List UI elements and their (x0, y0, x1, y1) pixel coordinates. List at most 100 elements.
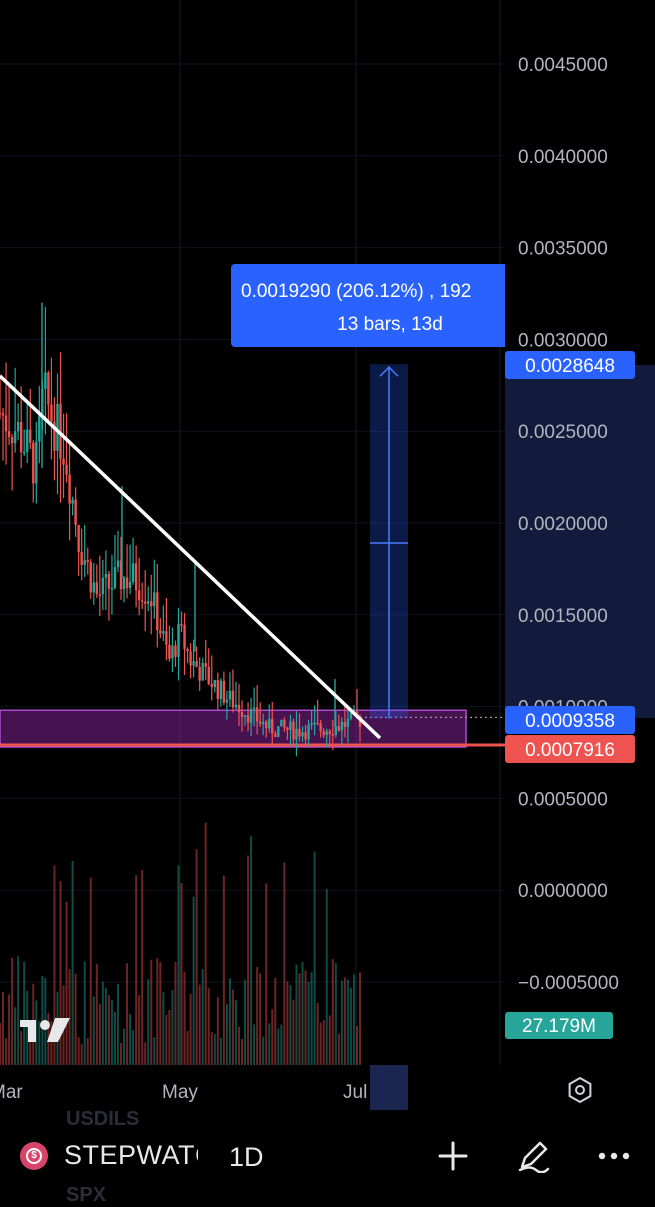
volume-bar (259, 973, 262, 1065)
candle-body (156, 592, 159, 631)
y-tick-label: 0.0000000 (518, 881, 608, 902)
candle-body (47, 372, 50, 405)
candle-body (225, 699, 229, 703)
volume-bar (295, 964, 298, 1065)
volume-bar (201, 969, 204, 1065)
volume-bar (289, 985, 292, 1065)
candle-body (74, 499, 77, 526)
symbol-selector[interactable]: $ STEPWATCH (20, 1140, 198, 1171)
bottom-toolbar (0, 1120, 655, 1200)
volume-bar (307, 981, 310, 1065)
volume-bar (301, 961, 304, 1065)
volume-bar (74, 973, 77, 1065)
volume-bar (68, 969, 71, 1065)
volume-bar (189, 993, 192, 1065)
candle-body (289, 721, 292, 730)
volume-bar (113, 1011, 116, 1065)
y-tick-label: 0.0015000 (518, 606, 608, 627)
volume-bar (98, 1003, 101, 1065)
volume-bar (50, 1020, 53, 1065)
candle-body (171, 645, 174, 659)
candle-body (168, 644, 171, 659)
volume-bar (20, 1031, 23, 1065)
volume-bar (92, 996, 95, 1065)
candle-body (153, 592, 156, 607)
candle-body (62, 458, 65, 465)
candle-body (313, 722, 316, 725)
volume-bar (83, 961, 86, 1065)
candle-body (286, 727, 289, 731)
volume-bar (174, 961, 177, 1065)
volume-bar (186, 1030, 189, 1065)
candle-body (80, 552, 83, 565)
candle-body (110, 587, 114, 590)
volume-bar (359, 972, 361, 1065)
volume-bar (225, 1003, 228, 1065)
candle-body (177, 624, 180, 657)
candle-body (71, 499, 74, 504)
candle-body (4, 415, 8, 432)
time-axis[interactable]: Mar May Jul (0, 1082, 367, 1103)
volume-bar (110, 999, 113, 1065)
volume-bar (283, 862, 286, 1065)
candle-body (125, 577, 129, 589)
volume-bar (216, 997, 219, 1065)
candle-body (180, 624, 183, 626)
volume-bar (192, 896, 195, 1065)
candle-body (186, 649, 189, 652)
volume-bar (228, 978, 231, 1065)
volume-bar (304, 970, 307, 1065)
volume-bar (286, 981, 289, 1065)
candlesticks (0, 302, 362, 757)
volume-bar (292, 999, 295, 1065)
volume-bar (29, 1024, 32, 1065)
volume-bar (135, 875, 138, 1065)
volume-bar (247, 855, 250, 1065)
svg-text:0.0028648: 0.0028648 (525, 356, 615, 377)
trendline[interactable] (0, 374, 382, 740)
candle-body (343, 721, 347, 727)
candle-body (261, 721, 265, 724)
timeframe-button[interactable]: 1D (229, 1142, 264, 1172)
candle-body (56, 403, 59, 451)
candle-body (243, 715, 247, 717)
support-price-label: 0.0007916 (505, 735, 635, 763)
measure-tool[interactable] (370, 364, 408, 719)
draw-pen-icon[interactable] (516, 1139, 550, 1173)
volume-bars (0, 822, 361, 1065)
x-tick-label: Jul (343, 1082, 367, 1103)
candle-body (192, 661, 195, 666)
more-icon[interactable] (597, 1139, 631, 1173)
candle-body (210, 683, 213, 688)
volume-label: 27.179M (505, 1012, 613, 1039)
candle-body (68, 474, 71, 504)
candle-body (131, 563, 135, 582)
candle-body (249, 708, 253, 723)
x-tick-label: Mar (0, 1082, 23, 1103)
volume-bar (71, 861, 74, 1065)
chart-settings-icon[interactable] (568, 1076, 592, 1104)
plus-icon[interactable] (436, 1139, 470, 1173)
volume-bar (123, 1028, 126, 1065)
price-chart[interactable]: 0.0019290 (206.12%) , 192 13 bars, 13d 0… (0, 0, 655, 1120)
volume-bar (343, 977, 346, 1065)
candle-body (234, 704, 238, 708)
volume-bar (104, 987, 107, 1065)
candle-body (265, 721, 268, 729)
tradingview-logo-icon (20, 1018, 70, 1042)
volume-bar (328, 1015, 331, 1065)
volume-bar (80, 1044, 83, 1065)
volume-bar (340, 980, 343, 1065)
x-tick-label: May (162, 1082, 198, 1103)
volume-bar (138, 995, 141, 1065)
volume-bar (168, 1009, 171, 1065)
volume-bar (274, 977, 277, 1065)
price-axis[interactable]: 0.0045000 0.0040000 0.0035000 0.0030000 0.00… (518, 55, 619, 994)
candle-body (50, 404, 53, 422)
y-tick-label: −0.0005000 (518, 973, 619, 994)
candle-body (137, 590, 141, 601)
volume-bar (0, 1023, 1, 1065)
candle-body (7, 431, 11, 437)
candle-body (301, 732, 304, 737)
y-tick-label: 0.0020000 (518, 514, 608, 535)
